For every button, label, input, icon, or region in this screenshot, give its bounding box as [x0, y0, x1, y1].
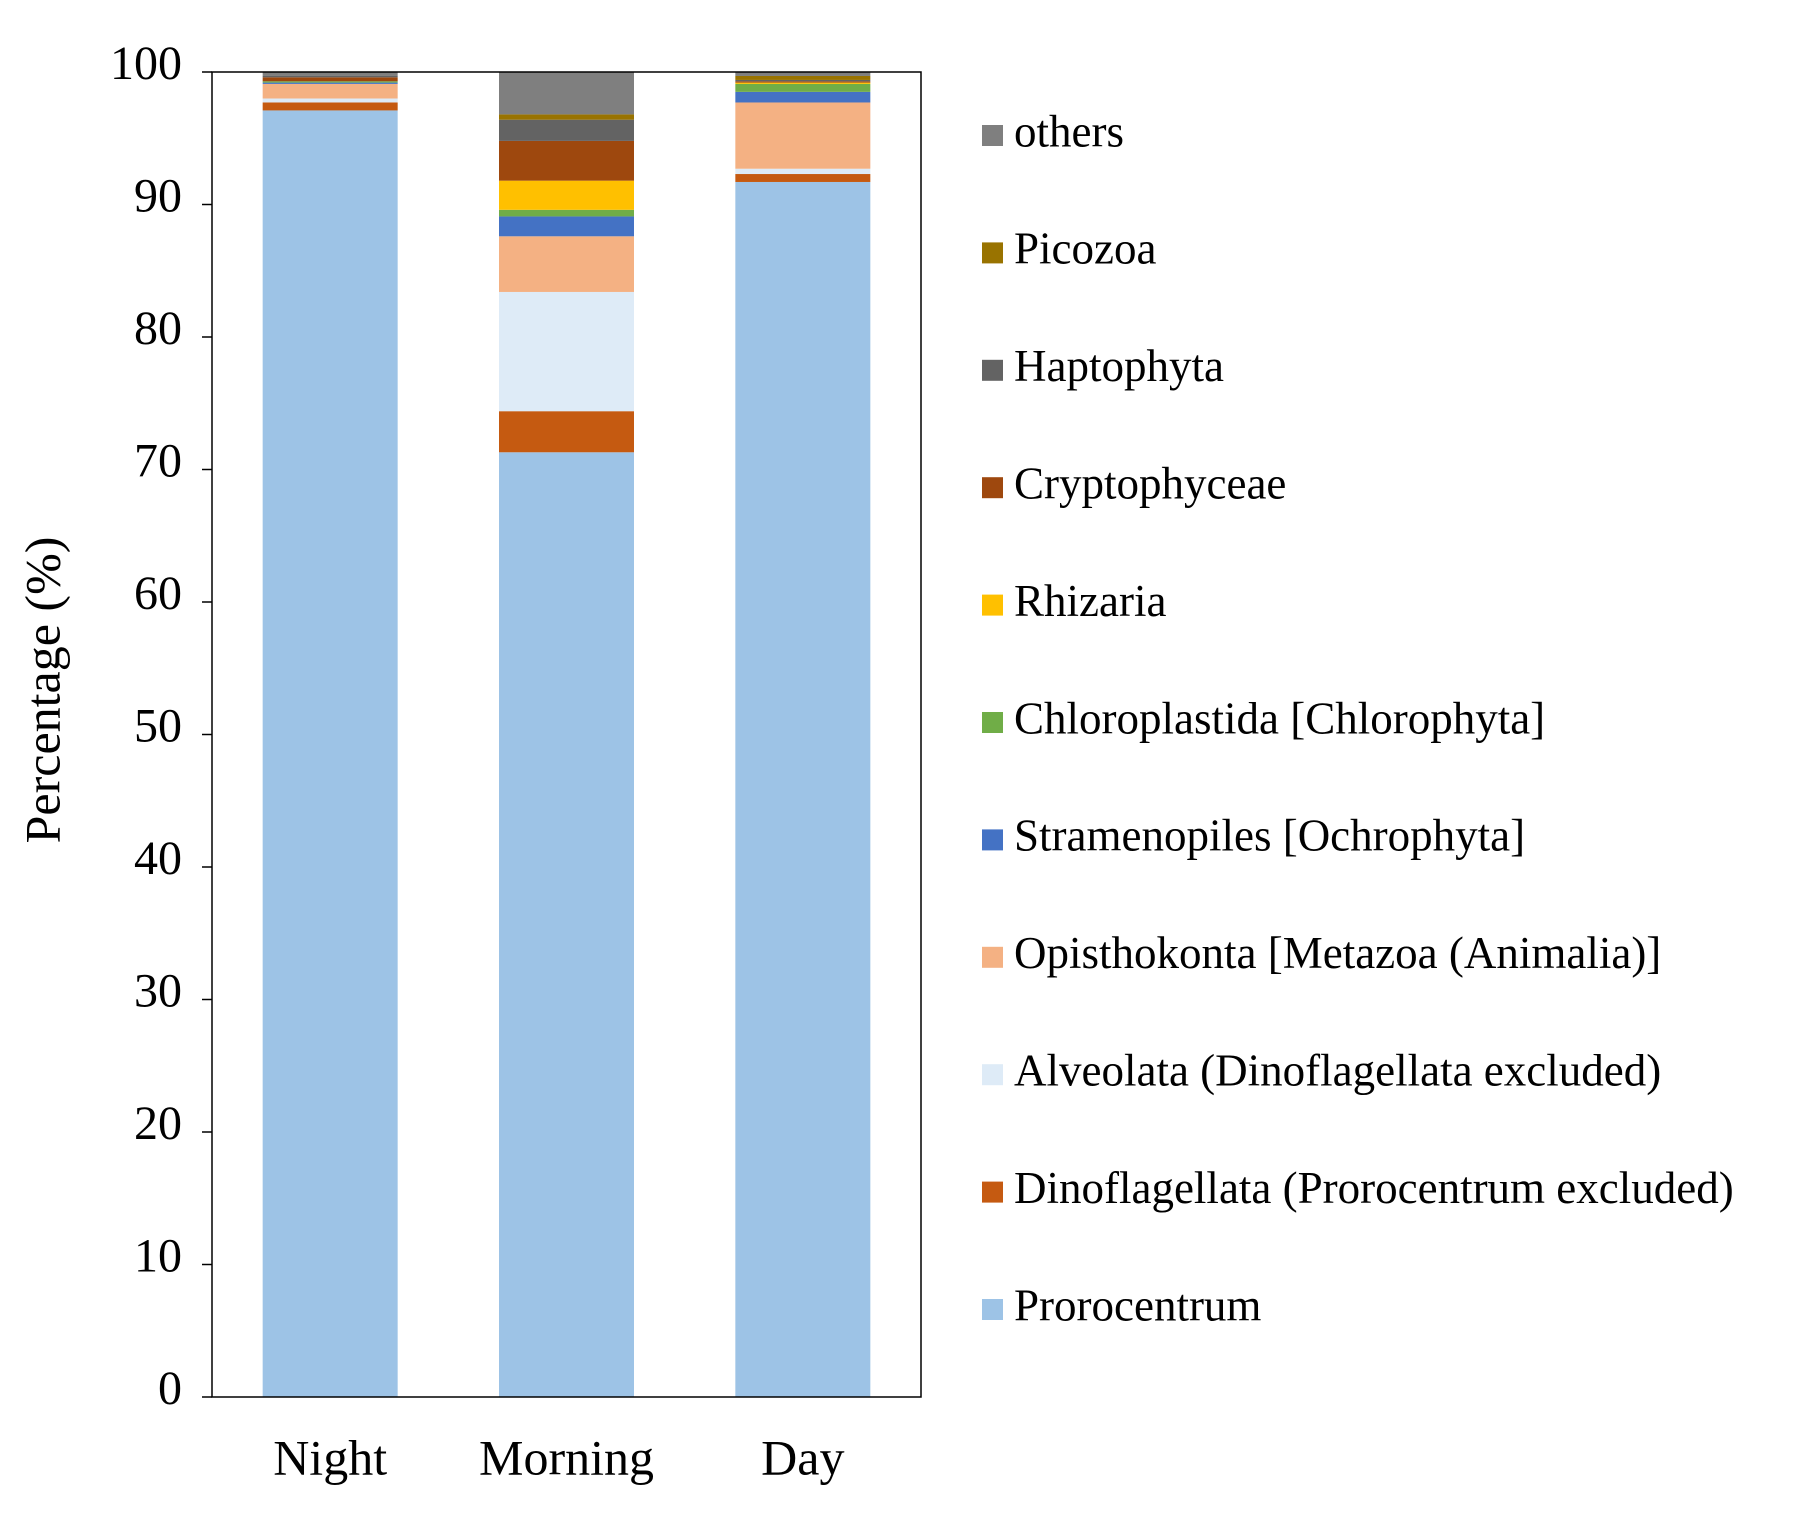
- bar-segment: [735, 72, 871, 76]
- y-tick-label: 0: [158, 1362, 182, 1415]
- bar-segment: [735, 82, 871, 84]
- plot-frame: [211, 71, 922, 1398]
- bar-segment: [499, 180, 634, 210]
- y-tick-label: 70: [134, 435, 182, 488]
- y-tick-label: 40: [134, 832, 182, 885]
- legend-label: others: [1014, 106, 1124, 156]
- bar-segment: [262, 98, 398, 103]
- legend-label: Alveolata (Dinoflagellata excluded): [1014, 1046, 1661, 1096]
- y-tick-label: 80: [134, 302, 182, 355]
- legend-swatch: [982, 359, 1003, 381]
- bar-segment: [735, 79, 871, 82]
- legend-label: Opisthokonta [Metazoa (Animalia)]: [1014, 928, 1661, 978]
- y-tick-label: 10: [134, 1230, 182, 1283]
- legend-label: Picozoa: [1014, 224, 1156, 274]
- legend-swatch: [982, 242, 1003, 264]
- x-tick-label: Day: [761, 1429, 844, 1485]
- bar-segment: [499, 291, 634, 412]
- legend-swatch: [982, 1299, 1003, 1320]
- bar-segment: [735, 102, 871, 169]
- y-tick-label: 20: [134, 1097, 182, 1150]
- y-tick-label: 100: [110, 37, 182, 90]
- legend-swatch: [982, 125, 1003, 146]
- bar-segment: [499, 411, 634, 453]
- bar-segment: [735, 81, 871, 83]
- bar-segment: [499, 114, 634, 120]
- legend-swatch: [982, 712, 1003, 733]
- legend-swatch: [982, 1064, 1003, 1086]
- legend-label: Haptophyta: [1014, 341, 1224, 391]
- y-tick-label: 90: [134, 170, 182, 223]
- bar-segment: [499, 452, 634, 1397]
- bar-segment: [262, 102, 398, 111]
- bar-segment: [262, 82, 398, 84]
- legend-label: Dinoflagellata (Prorocentrum excluded): [1014, 1163, 1734, 1213]
- bar-segment: [735, 75, 871, 80]
- legend-swatch: [982, 946, 1003, 968]
- bar-segment: [735, 83, 871, 92]
- y-tick-label: 30: [134, 965, 182, 1018]
- bar-segment: [735, 168, 871, 175]
- legend-label: Prorocentrum: [1014, 1280, 1261, 1330]
- bar-segment: [499, 216, 634, 237]
- legend-swatch: [982, 829, 1003, 851]
- legend-swatch: [982, 594, 1003, 616]
- y-tick-label: 50: [134, 700, 182, 753]
- legend-label: Chloroplastida [Chlorophyta]: [1014, 693, 1545, 743]
- y-tick-label: 60: [134, 567, 182, 620]
- bar-segment: [262, 75, 398, 78]
- bar-segment: [499, 140, 634, 181]
- legend-label: Rhizaria: [1014, 576, 1166, 626]
- bar-segment: [262, 77, 398, 82]
- bar-segment: [499, 119, 634, 141]
- x-tick-label: Night: [273, 1429, 387, 1485]
- bar-segment: [735, 181, 871, 1398]
- y-axis-title: Percentage (%): [14, 537, 70, 844]
- bar-segment: [735, 91, 871, 103]
- legend-label: Cryptophyceae: [1014, 459, 1286, 509]
- legend-swatch: [982, 477, 1003, 499]
- bar-segment: [735, 174, 871, 182]
- bar-segment: [499, 209, 634, 217]
- bar-segment: [499, 72, 634, 115]
- bar-segment: [262, 110, 398, 1397]
- bar-segment: [262, 83, 398, 99]
- legend-swatch: [982, 1181, 1003, 1203]
- bar-segment: [499, 236, 634, 292]
- legend-label: Stramenopiles [Ochrophyta]: [1014, 811, 1525, 861]
- x-tick-label: Morning: [479, 1429, 654, 1485]
- bar-segment: [262, 72, 398, 76]
- bar-segment: [262, 81, 398, 83]
